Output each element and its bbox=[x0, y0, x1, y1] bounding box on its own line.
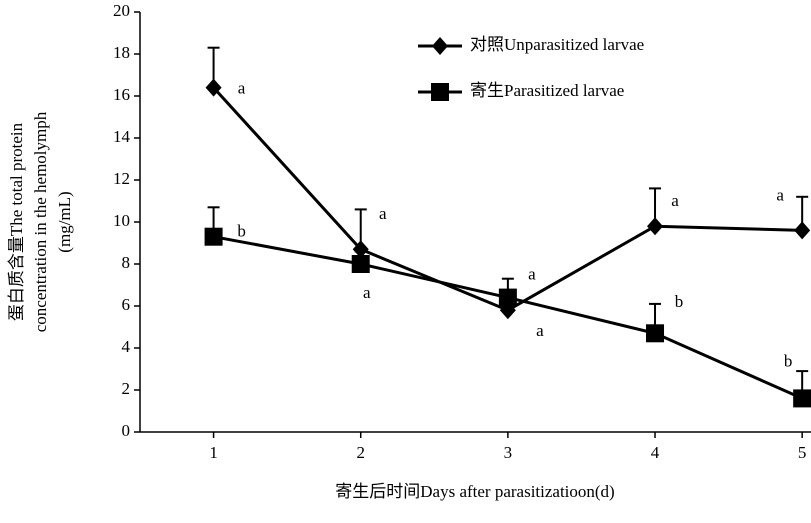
significance-label: a bbox=[363, 283, 371, 302]
marker bbox=[794, 221, 811, 240]
marker bbox=[498, 288, 517, 307]
marker bbox=[205, 78, 222, 97]
x-tick-label: 5 bbox=[798, 443, 807, 462]
y-axis-label-line: (mg/mL) bbox=[55, 191, 74, 252]
y-tick-label: 8 bbox=[122, 253, 131, 272]
y-tick-label: 18 bbox=[113, 43, 130, 62]
significance-label: a bbox=[379, 204, 387, 223]
marker bbox=[647, 217, 664, 236]
legend-marker bbox=[431, 83, 449, 101]
legend-label: 寄生Parasitized larvae bbox=[470, 81, 624, 100]
significance-label: a bbox=[528, 265, 536, 284]
y-tick-label: 0 bbox=[122, 421, 131, 440]
significance-label: a bbox=[671, 191, 679, 210]
significance-label: a bbox=[776, 185, 784, 204]
y-tick-label: 12 bbox=[113, 169, 130, 188]
significance-label: b bbox=[675, 292, 684, 311]
significance-label: a bbox=[536, 321, 544, 340]
y-tick-label: 2 bbox=[122, 379, 131, 398]
x-axis-label: 寄生后时间Days after parasitizatioon(d) bbox=[335, 482, 614, 501]
significance-label: b bbox=[784, 351, 793, 370]
y-axis-label-line: concentration in the hemolymph bbox=[31, 111, 50, 332]
marker bbox=[352, 240, 369, 259]
marker bbox=[351, 255, 370, 273]
y-axis-label: 蛋白质含量The total protein concentration in … bbox=[7, 111, 74, 332]
x-tick-label: 4 bbox=[651, 443, 660, 462]
series-line bbox=[212, 86, 803, 312]
marker bbox=[204, 227, 223, 246]
y-tick-label: 10 bbox=[113, 211, 130, 230]
significance-label: b bbox=[237, 222, 246, 241]
x-tick-label: 3 bbox=[504, 443, 513, 462]
y-tick-label: 16 bbox=[113, 85, 130, 104]
y-axis-label-line: 蛋白质含量The total protein bbox=[7, 122, 26, 321]
marker bbox=[646, 324, 665, 343]
x-tick-label: 1 bbox=[209, 443, 218, 462]
y-tick-label: 4 bbox=[122, 337, 131, 356]
legend-marker bbox=[432, 37, 448, 55]
marker bbox=[793, 389, 811, 408]
y-tick-label: 20 bbox=[113, 1, 130, 20]
legend-label: 对照Unparasitized larvae bbox=[470, 35, 644, 54]
significance-label: a bbox=[238, 79, 246, 98]
x-tick-label: 2 bbox=[356, 443, 365, 462]
y-tick-label: 14 bbox=[113, 127, 131, 146]
y-tick-label: 6 bbox=[122, 295, 131, 314]
